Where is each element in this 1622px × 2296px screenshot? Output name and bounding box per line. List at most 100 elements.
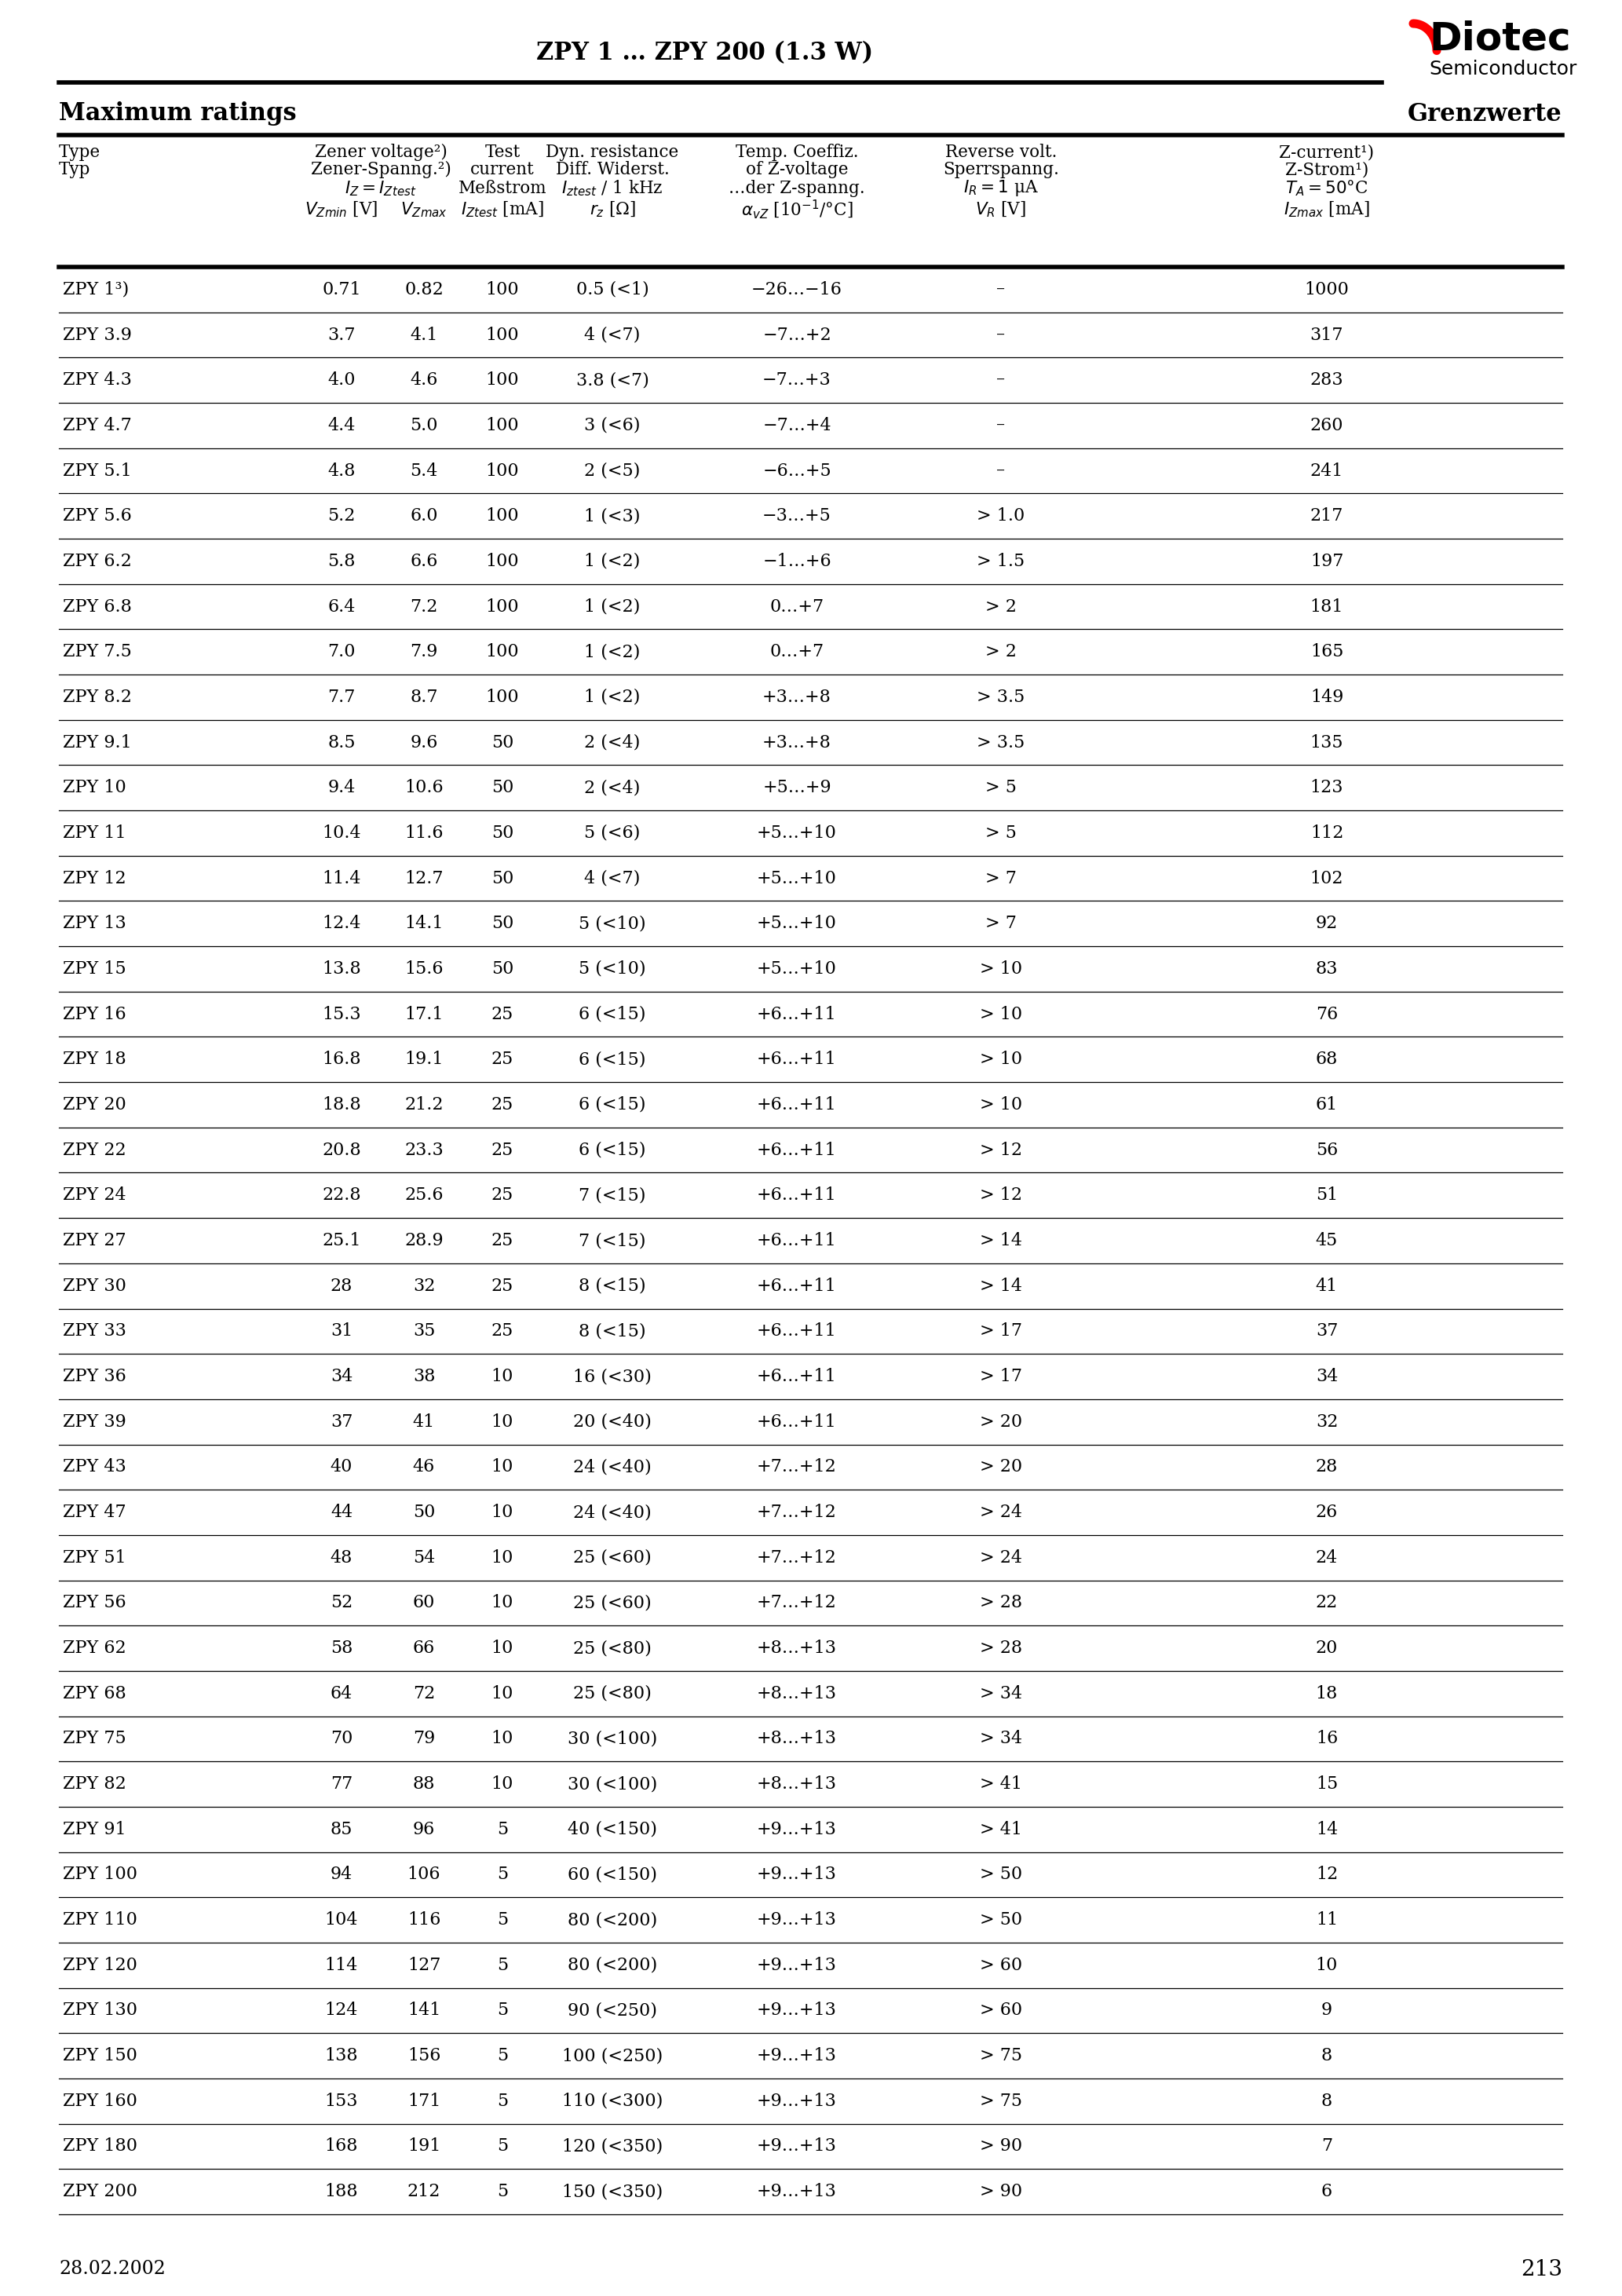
Text: 10: 10	[491, 1504, 514, 1520]
Text: +3…+8: +3…+8	[762, 689, 832, 705]
Text: 11.6: 11.6	[404, 824, 443, 843]
Text: 25: 25	[491, 1187, 514, 1203]
Text: 24 (<40): 24 (<40)	[573, 1458, 652, 1476]
Text: 116: 116	[407, 1910, 441, 1929]
Text: 25: 25	[491, 1052, 514, 1068]
Text: 5.2: 5.2	[328, 507, 355, 526]
Text: 10.4: 10.4	[323, 824, 362, 843]
Text: 100: 100	[485, 689, 519, 705]
Text: ZPY 12: ZPY 12	[63, 870, 127, 886]
Text: 34: 34	[331, 1368, 352, 1384]
Text: > 20: > 20	[980, 1412, 1022, 1430]
Text: of Z-voltage: of Z-voltage	[746, 161, 848, 179]
Text: ZPY 51: ZPY 51	[63, 1550, 127, 1566]
Text: 20 (<40): 20 (<40)	[573, 1412, 652, 1430]
Text: 1 (<3): 1 (<3)	[584, 507, 641, 526]
Text: ZPY 130: ZPY 130	[63, 2002, 138, 2018]
Text: 120 (<350): 120 (<350)	[563, 2138, 663, 2156]
Text: > 10: > 10	[980, 1052, 1022, 1068]
Text: 90 (<250): 90 (<250)	[568, 2002, 657, 2018]
Text: 85: 85	[331, 1821, 352, 1839]
Text: 5 (<10): 5 (<10)	[579, 960, 646, 978]
Text: 94: 94	[331, 1867, 352, 1883]
Text: ZPY 110: ZPY 110	[63, 1910, 138, 1929]
Text: +5…+10: +5…+10	[757, 916, 837, 932]
Text: 1 (<2): 1 (<2)	[584, 643, 641, 661]
Text: 32: 32	[1315, 1412, 1338, 1430]
Text: 10.6: 10.6	[404, 778, 443, 797]
Text: 24: 24	[1315, 1550, 1338, 1566]
Text: 28.02.2002: 28.02.2002	[58, 2259, 165, 2278]
Text: +9…+13: +9…+13	[757, 1867, 837, 1883]
Text: +6…+11: +6…+11	[757, 1095, 837, 1114]
Text: 32: 32	[414, 1277, 435, 1295]
Text: −26…−16: −26…−16	[751, 280, 842, 298]
Text: ZPY 68: ZPY 68	[63, 1685, 127, 1701]
Text: 41: 41	[414, 1412, 435, 1430]
Text: +9…+13: +9…+13	[757, 2048, 837, 2064]
Text: ZPY 8.2: ZPY 8.2	[63, 689, 131, 705]
Text: 141: 141	[407, 2002, 441, 2018]
Text: 149: 149	[1311, 689, 1343, 705]
Text: 100: 100	[485, 418, 519, 434]
Text: 5: 5	[496, 1867, 508, 1883]
Text: > 5: > 5	[985, 778, 1017, 797]
Text: 100 (<250): 100 (<250)	[563, 2048, 663, 2064]
Text: Typ: Typ	[58, 161, 91, 179]
Text: 16.8: 16.8	[323, 1052, 362, 1068]
Text: > 7: > 7	[985, 916, 1017, 932]
Text: 68: 68	[1315, 1052, 1338, 1068]
Text: 8.7: 8.7	[410, 689, 438, 705]
Text: ZPY 10: ZPY 10	[63, 778, 127, 797]
Text: > 12: > 12	[980, 1187, 1022, 1203]
Text: 9.4: 9.4	[328, 778, 355, 797]
Text: Semiconductor: Semiconductor	[1429, 60, 1577, 78]
Text: 46: 46	[414, 1458, 435, 1476]
Text: > 75: > 75	[980, 2092, 1022, 2110]
Text: 138: 138	[324, 2048, 358, 2064]
Text: ZPY 56: ZPY 56	[63, 1593, 127, 1612]
Text: +6…+11: +6…+11	[757, 1368, 837, 1384]
Text: 25 (<60): 25 (<60)	[573, 1593, 652, 1612]
Text: 23.3: 23.3	[404, 1141, 443, 1159]
Text: Dyn. resistance: Dyn. resistance	[547, 145, 680, 161]
Text: > 20: > 20	[980, 1458, 1022, 1476]
Text: > 14: > 14	[980, 1233, 1022, 1249]
Text: 0.82: 0.82	[404, 280, 443, 298]
Text: 100: 100	[485, 372, 519, 388]
Text: 283: 283	[1311, 372, 1343, 388]
Text: 18: 18	[1315, 1685, 1338, 1701]
Text: ZPY 75: ZPY 75	[63, 1731, 127, 1747]
Text: 9.6: 9.6	[410, 735, 438, 751]
Text: 0…+7: 0…+7	[770, 597, 824, 615]
Text: 1 (<2): 1 (<2)	[584, 553, 641, 569]
Text: ZPY 120: ZPY 120	[63, 1956, 138, 1975]
Text: 15: 15	[1315, 1775, 1338, 1793]
Text: 5: 5	[496, 2138, 508, 2156]
Text: $I_R = 1$ μA: $I_R = 1$ μA	[963, 179, 1038, 197]
Text: 28: 28	[1315, 1458, 1338, 1476]
Text: 10: 10	[491, 1685, 514, 1701]
Text: 10: 10	[491, 1639, 514, 1658]
Text: 1 (<2): 1 (<2)	[584, 689, 641, 705]
Text: $V_{Zmin}$ [V]: $V_{Zmin}$ [V]	[305, 200, 378, 218]
Text: −6…+5: −6…+5	[762, 461, 830, 480]
Text: 135: 135	[1311, 735, 1343, 751]
Text: –: –	[996, 372, 1006, 388]
Text: 100: 100	[485, 461, 519, 480]
Text: –: –	[996, 418, 1006, 434]
Text: > 5: > 5	[985, 824, 1017, 843]
Text: > 24: > 24	[980, 1550, 1022, 1566]
Text: 12: 12	[1315, 1867, 1338, 1883]
Text: > 17: > 17	[980, 1368, 1022, 1384]
Text: +5…+9: +5…+9	[762, 778, 830, 797]
Text: 171: 171	[407, 2092, 441, 2110]
Text: 50: 50	[491, 824, 514, 843]
Text: 25: 25	[491, 1277, 514, 1295]
Text: ZPY 13: ZPY 13	[63, 916, 127, 932]
Text: 100: 100	[485, 507, 519, 526]
Text: > 41: > 41	[980, 1821, 1022, 1839]
Text: $V_{Zmax}$: $V_{Zmax}$	[401, 200, 448, 218]
Text: 112: 112	[1311, 824, 1343, 843]
Text: 60 (<150): 60 (<150)	[568, 1867, 657, 1883]
